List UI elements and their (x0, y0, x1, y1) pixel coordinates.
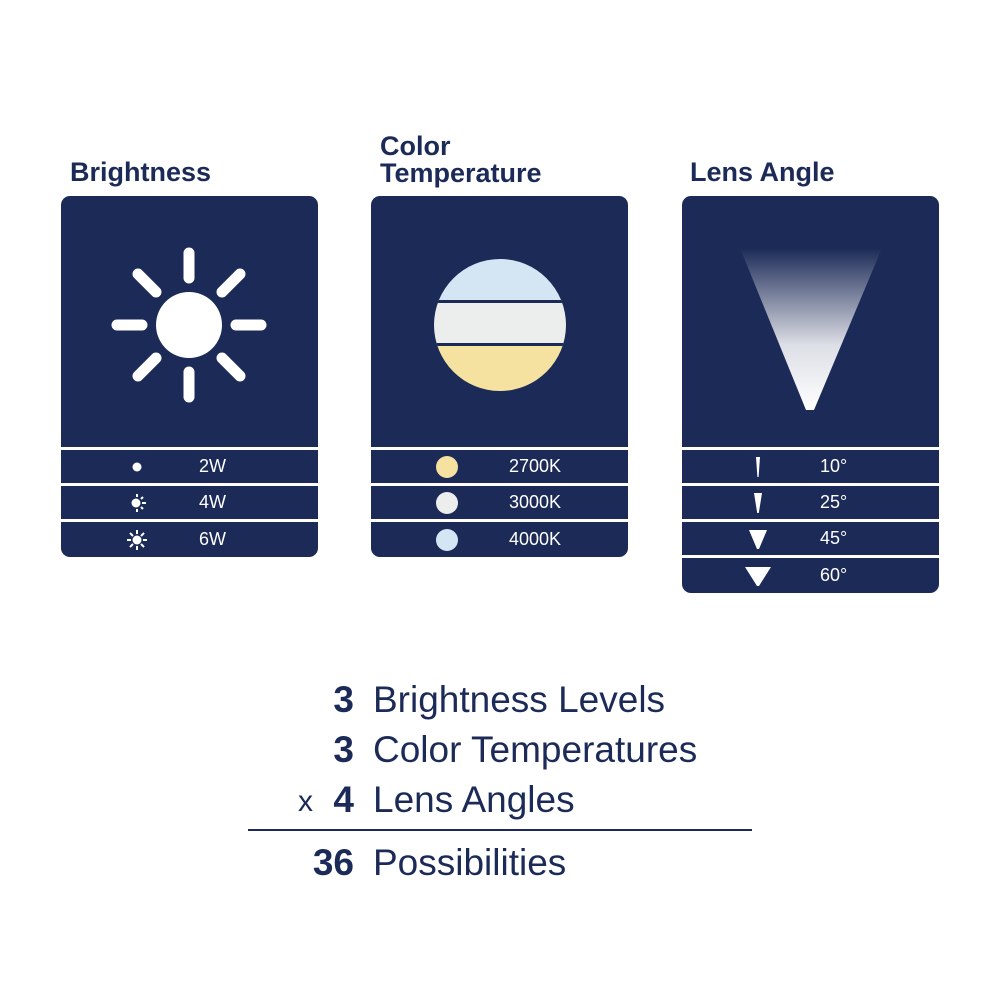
summary-text: Color Temperatures (373, 729, 698, 770)
color-label: 3000K (509, 492, 562, 512)
beam-25-icon (744, 486, 772, 519)
cool-dot-icon (433, 522, 461, 557)
lens-row-10[interactable]: 10° (682, 450, 939, 483)
brightness-row-4w[interactable]: 4W (61, 486, 318, 519)
sun-icon (111, 247, 267, 403)
dot-icon (123, 450, 151, 483)
lens-label: 45° (820, 528, 848, 548)
summary-text: Lens Angles (373, 779, 575, 820)
brightness-row-2w[interactable]: 2W (61, 450, 318, 483)
total-text: Possibilities (373, 842, 567, 883)
title-line1: Color (380, 131, 451, 161)
lens-label: 25° (820, 492, 848, 512)
neutral-dot-icon (433, 486, 461, 519)
brightness-label: 4W (199, 492, 226, 512)
color-temperature-title: Color Temperature (380, 133, 542, 187)
sun-icon (123, 522, 151, 557)
brightness-label: 2W (199, 456, 226, 476)
lens-angle-title: Lens Angle (690, 157, 835, 187)
lens-row-60[interactable]: 60° (682, 558, 939, 593)
lens-label: 10° (820, 456, 848, 476)
brightness-hero (61, 196, 318, 447)
lens-angle-card: 10° 25° 45° 60° (682, 196, 939, 593)
color-temperature-hero (371, 196, 628, 447)
brightness-label: 6W (199, 529, 226, 549)
color-label: 2700K (509, 456, 562, 476)
summary-number: 4 (333, 779, 354, 820)
beam-10-icon (744, 450, 772, 483)
summary-text: Brightness Levels (373, 679, 666, 720)
color-temperature-card: 2700K 3000K 4000K (371, 196, 628, 557)
total-number: 36 (312, 842, 354, 883)
beam-60-icon (744, 558, 772, 593)
lens-row-45[interactable]: 45° (682, 522, 939, 555)
brightness-title: Brightness (70, 157, 212, 187)
beam-45-icon (744, 522, 772, 555)
brightness-row-6w[interactable]: 6W (61, 522, 318, 557)
color-circle-icon (434, 259, 566, 391)
multiply-sign: x (298, 785, 313, 818)
title-line2: Temperature (380, 158, 542, 188)
lens-row-25[interactable]: 25° (682, 486, 939, 519)
lens-angle-hero (682, 196, 939, 447)
beam-icon (740, 248, 882, 410)
summary-number: 3 (333, 679, 354, 720)
color-row-4000k[interactable]: 4000K (371, 522, 628, 557)
color-row-2700k[interactable]: 2700K (371, 450, 628, 483)
color-row-3000k[interactable]: 3000K (371, 486, 628, 519)
half-sun-icon (123, 486, 151, 519)
brightness-card: 2W 4W 6W (61, 196, 318, 557)
summary-divider (248, 829, 752, 831)
lens-label: 60° (820, 565, 848, 585)
warm-dot-icon (433, 450, 461, 483)
color-label: 4000K (509, 529, 562, 549)
summary-number: 3 (333, 729, 354, 770)
